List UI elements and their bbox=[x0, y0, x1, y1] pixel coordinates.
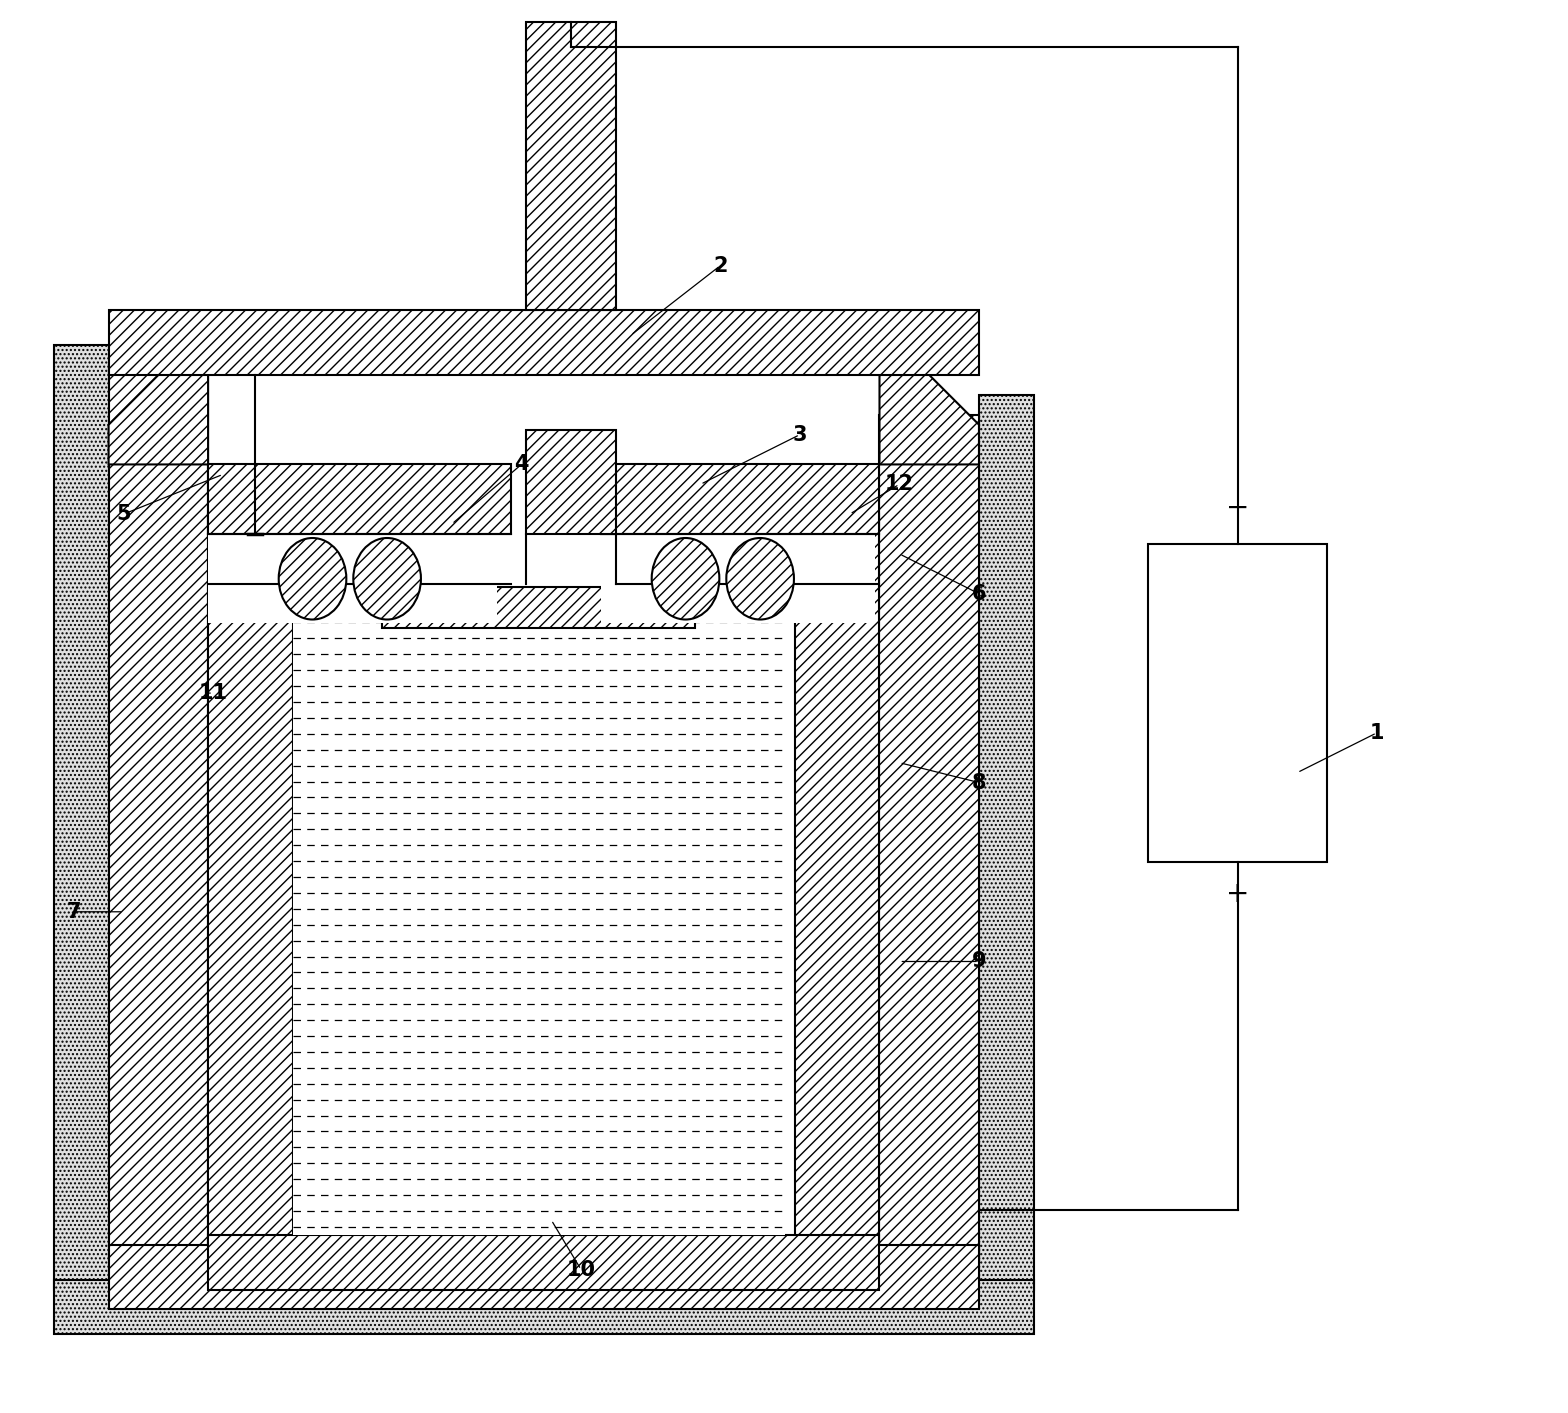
Bar bbox=[108, 365, 209, 1260]
Bar bbox=[108, 311, 978, 374]
Text: +: + bbox=[1226, 880, 1250, 909]
Text: 12: 12 bbox=[884, 475, 914, 495]
Text: 9: 9 bbox=[972, 951, 986, 972]
Bar bbox=[209, 1235, 880, 1290]
Ellipse shape bbox=[279, 538, 347, 619]
Bar bbox=[209, 534, 497, 623]
Text: 3: 3 bbox=[793, 425, 808, 445]
Bar bbox=[293, 599, 786, 1235]
Ellipse shape bbox=[726, 538, 793, 619]
Text: −: − bbox=[1226, 495, 1250, 521]
Bar bbox=[209, 465, 511, 534]
Text: 8: 8 bbox=[972, 773, 986, 793]
Bar bbox=[527, 23, 616, 311]
Bar bbox=[795, 514, 880, 1245]
Text: 2: 2 bbox=[713, 256, 728, 276]
Bar bbox=[880, 415, 978, 1260]
Bar bbox=[527, 430, 616, 534]
Bar bbox=[53, 345, 108, 1290]
Ellipse shape bbox=[652, 538, 720, 619]
Text: 7: 7 bbox=[66, 901, 82, 921]
Bar bbox=[601, 465, 880, 534]
Text: 4: 4 bbox=[514, 455, 528, 475]
Polygon shape bbox=[108, 374, 209, 465]
Text: 11: 11 bbox=[199, 682, 227, 704]
Text: 1: 1 bbox=[1369, 723, 1385, 743]
Bar bbox=[978, 394, 1033, 1290]
Text: 10: 10 bbox=[566, 1259, 596, 1280]
Bar bbox=[108, 1245, 978, 1310]
Text: 6: 6 bbox=[972, 584, 986, 603]
Polygon shape bbox=[880, 374, 978, 465]
Bar bbox=[209, 514, 293, 1245]
Text: 5: 5 bbox=[116, 504, 130, 524]
Ellipse shape bbox=[353, 538, 420, 619]
Bar bbox=[1148, 544, 1327, 862]
Bar bbox=[383, 586, 696, 629]
Bar bbox=[53, 1280, 1033, 1334]
Bar bbox=[601, 534, 875, 623]
